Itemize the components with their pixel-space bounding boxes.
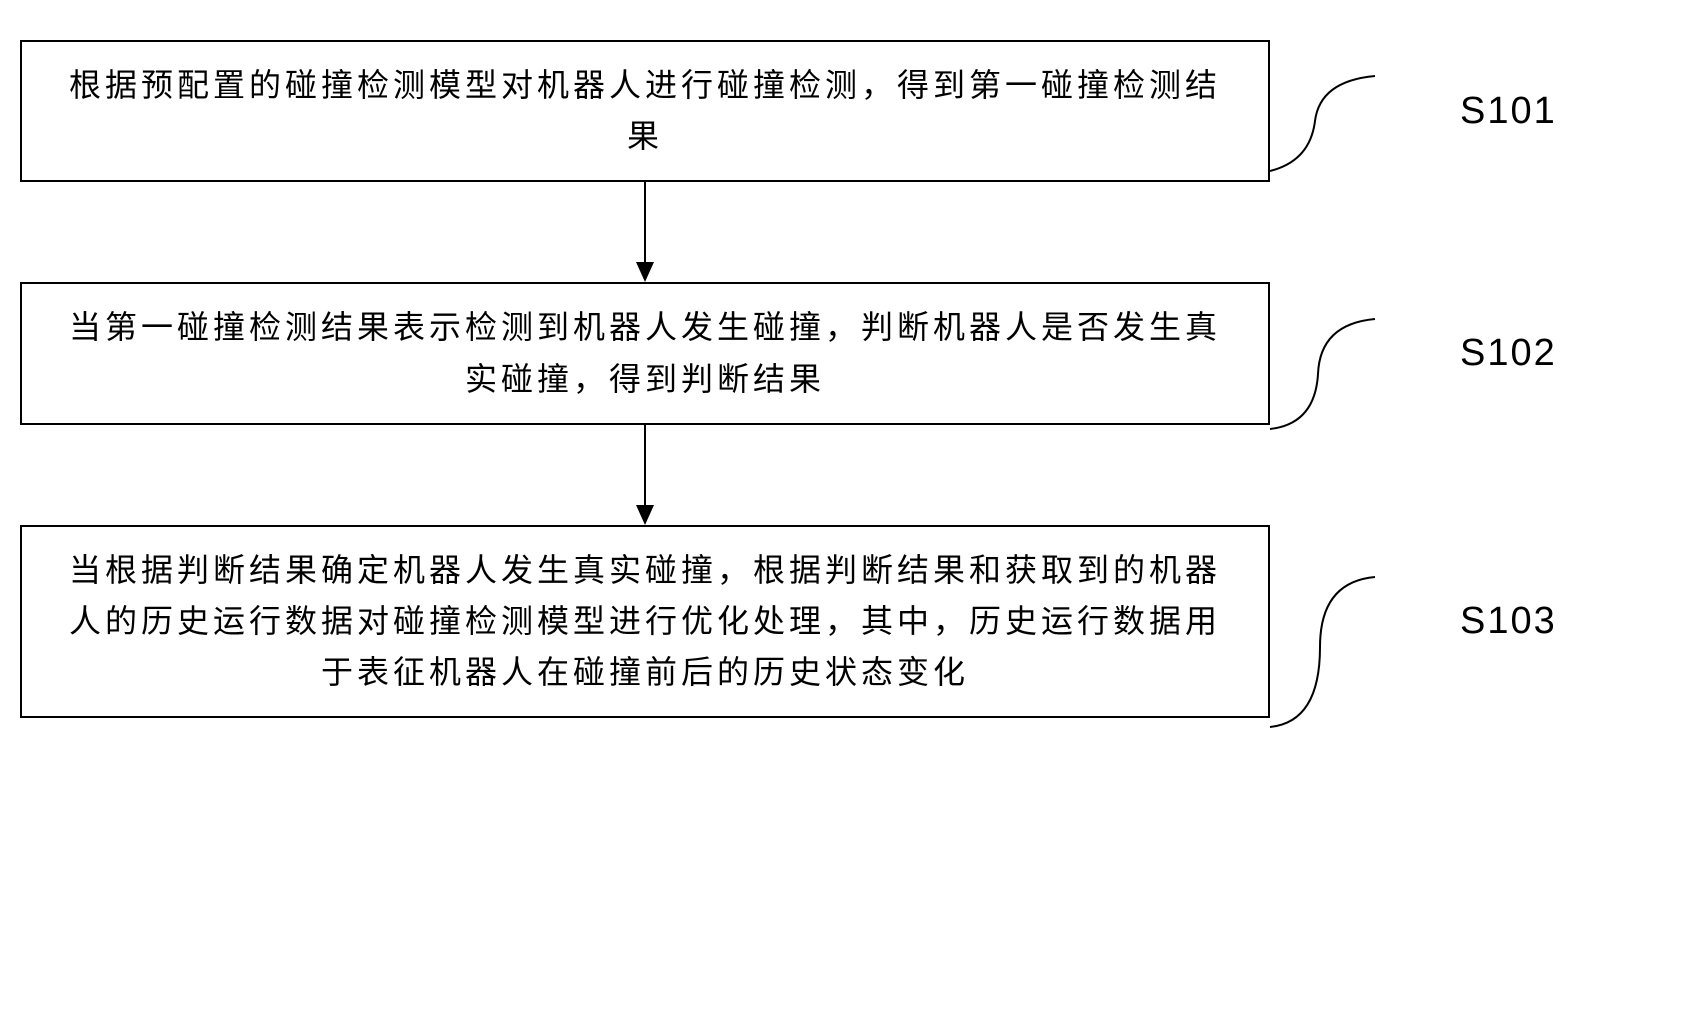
flowchart-step-box-s103: 当根据判断结果确定机器人发生真实碰撞，根据判断结果和获取到的机器人的历史运行数据… bbox=[20, 525, 1270, 719]
step-label-s101: S101 bbox=[1460, 90, 1557, 133]
arrow-down-icon bbox=[630, 182, 660, 282]
step-label-s102: S102 bbox=[1460, 332, 1557, 375]
arrow-down-icon bbox=[630, 425, 660, 525]
step-label-s103: S103 bbox=[1460, 600, 1557, 643]
step-text: 当根据判断结果确定机器人发生真实碰撞，根据判断结果和获取到的机器人的历史运行数据… bbox=[69, 552, 1221, 690]
flowchart-step-row: 当根据判断结果确定机器人发生真实碰撞，根据判断结果和获取到的机器人的历史运行数据… bbox=[20, 525, 1685, 719]
flowchart-step-row: 根据预配置的碰撞检测模型对机器人进行碰撞检测，得到第一碰撞检测结果 S101 bbox=[20, 40, 1685, 182]
flowchart-container: 根据预配置的碰撞检测模型对机器人进行碰撞检测，得到第一碰撞检测结果 S101 当… bbox=[20, 40, 1685, 718]
arrow-area bbox=[20, 182, 1270, 282]
flowchart-step-box-s102: 当第一碰撞检测结果表示检测到机器人发生碰撞，判断机器人是否发生真实碰撞，得到判断… bbox=[20, 282, 1270, 424]
curve-connector-icon bbox=[1260, 294, 1380, 454]
curve-connector-icon bbox=[1260, 552, 1380, 752]
step-text: 根据预配置的碰撞检测模型对机器人进行碰撞检测，得到第一碰撞检测结果 bbox=[69, 67, 1221, 154]
flowchart-step-box-s101: 根据预配置的碰撞检测模型对机器人进行碰撞检测，得到第一碰撞检测结果 bbox=[20, 40, 1270, 182]
step-text: 当第一碰撞检测结果表示检测到机器人发生碰撞，判断机器人是否发生真实碰撞，得到判断… bbox=[69, 309, 1221, 396]
flowchart-step-row: 当第一碰撞检测结果表示检测到机器人发生碰撞，判断机器人是否发生真实碰撞，得到判断… bbox=[20, 282, 1685, 424]
curve-connector-icon bbox=[1260, 51, 1380, 191]
arrow-area bbox=[20, 425, 1270, 525]
